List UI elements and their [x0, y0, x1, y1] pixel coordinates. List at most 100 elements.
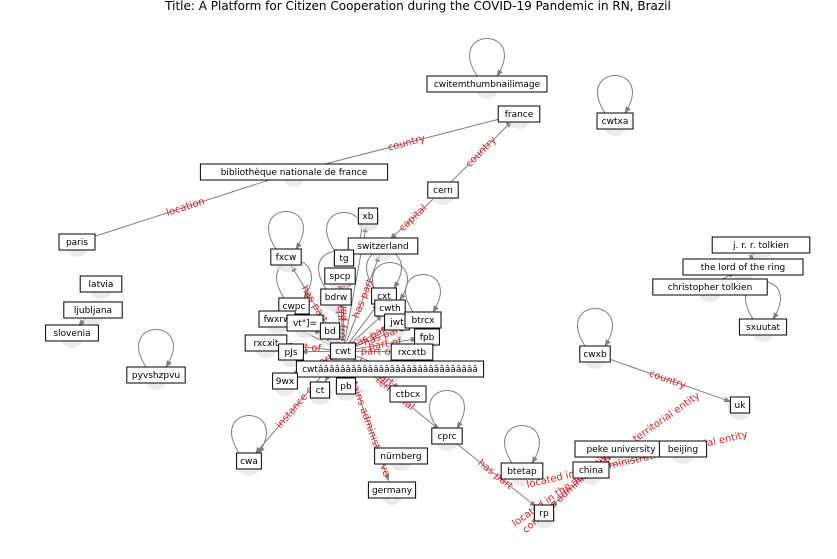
- node-cwxb: cwxb: [579, 345, 611, 363]
- node-label: slovenia: [53, 329, 90, 339]
- self-loop-cwitemthumbnailimage: [469, 38, 505, 77]
- node-box: [244, 334, 288, 352]
- node-pjs: pJs: [278, 343, 304, 361]
- node-label: sxuutat: [746, 323, 780, 333]
- node-uk: uk: [729, 396, 751, 414]
- node-label: bd: [324, 327, 335, 337]
- node-box: [272, 372, 298, 390]
- node-label: pJs: [284, 348, 297, 358]
- node-box: [58, 233, 96, 251]
- node-rp: rp: [533, 504, 555, 522]
- node-label: germany: [372, 486, 413, 496]
- node-label: paris: [66, 238, 88, 248]
- edge-cern-france: [449, 120, 513, 184]
- node-label: btetap: [507, 467, 537, 477]
- node-box: [199, 163, 389, 181]
- node-ctbcx: ctbcx: [389, 385, 427, 403]
- node-box: [126, 366, 186, 384]
- node-box: [389, 385, 427, 403]
- node-label: cwt: [335, 347, 351, 357]
- node-label: xb: [362, 212, 373, 222]
- self-loop-tg: [326, 212, 362, 251]
- node-label: cwitemthumbnailimage: [434, 80, 541, 90]
- node-label: fpb: [420, 333, 435, 343]
- node-box: [367, 481, 417, 499]
- edge-cwt-cwth: [350, 314, 384, 345]
- node-lotr: the lord of the ring: [682, 258, 804, 276]
- node-label: bdrw: [325, 293, 348, 303]
- node-xb: xb: [357, 207, 379, 225]
- node-label: cwtâââââââââââââââââââââââââââââ: [302, 365, 478, 375]
- edge-label: country: [647, 368, 687, 391]
- node-box: [572, 461, 610, 479]
- edge-cwt-cxt: [348, 303, 379, 344]
- node-cwitemthumbnailimage: cwitemthumbnailimage: [426, 75, 548, 93]
- node-cwt: cwt: [330, 342, 356, 360]
- node-label: cwxb: [583, 350, 607, 360]
- node-label: j. r. r. tolkien: [732, 241, 789, 251]
- node-label: cwpc: [283, 302, 306, 312]
- edge-bnf-france: [303, 115, 510, 170]
- node-box: [579, 345, 611, 363]
- node-ctolkien: christopher tolkien: [652, 278, 768, 296]
- node-box: [426, 75, 548, 93]
- node-label: latvia: [89, 280, 114, 290]
- edge-paris-bnf: [86, 174, 286, 240]
- node-cwa: cwa: [236, 452, 262, 470]
- edge-cwt-switzerland: [346, 254, 380, 342]
- edge-cwt-jwt: [351, 326, 389, 347]
- node-box: [63, 301, 123, 319]
- node-box: [500, 462, 544, 480]
- node-label: ctbcx: [396, 390, 421, 400]
- node-box: [330, 342, 356, 360]
- node-btetap: btetap: [500, 462, 544, 480]
- node-label: china: [579, 466, 603, 476]
- node-box: [431, 427, 463, 445]
- node-bnf: bibliothèque nationale de france: [199, 163, 389, 181]
- node-box: [729, 396, 751, 414]
- node-slovenia: slovenia: [45, 324, 99, 342]
- node-rxcxtb: rxcxtb: [390, 343, 434, 361]
- node-label: pb: [340, 382, 352, 392]
- node-peke: peke university: [574, 440, 668, 458]
- node-germany: germany: [367, 481, 417, 499]
- node-label: peke university: [586, 445, 656, 455]
- edge-label: country: [387, 133, 427, 153]
- node-spcp: spcp: [324, 267, 356, 285]
- node-label: cxt: [377, 292, 391, 302]
- self-loop-cwxb: [577, 308, 613, 347]
- node-box: [682, 258, 804, 276]
- node-box: [319, 322, 341, 340]
- node-cern: cern: [427, 181, 459, 199]
- node-bdrw: bdrw: [320, 288, 352, 306]
- node-label: ct: [316, 386, 325, 396]
- node-label: cprc: [437, 432, 456, 442]
- node-label: cwth: [379, 304, 401, 314]
- node-label: switzerland: [357, 242, 408, 252]
- node-box: [309, 381, 331, 399]
- node-tg: tg: [333, 249, 355, 267]
- node-label: rxcxtb: [398, 348, 426, 358]
- node-label: rp: [539, 509, 549, 519]
- graph-title: Title: A Platform for Citizen Cooperatio…: [164, 0, 671, 13]
- edge-cwt-fpb: [352, 336, 418, 350]
- node-label: bibliothèque nationale de france: [221, 167, 368, 178]
- node-nurnberg: nürnberg: [374, 447, 428, 465]
- self-loop-btrcx: [405, 274, 441, 313]
- node-fpb: fpb: [414, 328, 440, 346]
- node-box: [335, 377, 357, 395]
- node-box: [596, 112, 634, 130]
- node-label: vt"]=: [293, 319, 317, 329]
- node-sxuutat: sxuutat: [738, 318, 788, 336]
- node-label: beijing: [668, 445, 698, 455]
- node-label: jwt: [389, 318, 404, 328]
- node-box: [427, 181, 459, 199]
- node-label: btrcx: [411, 316, 435, 326]
- self-loop-pyvshzpvu: [138, 329, 174, 368]
- node-pb: pb: [335, 377, 357, 395]
- node-box: [658, 440, 708, 458]
- node-btrcx: btrcx: [404, 311, 442, 329]
- node-label: 9wx: [276, 377, 295, 387]
- edge-label: capital: [397, 203, 429, 234]
